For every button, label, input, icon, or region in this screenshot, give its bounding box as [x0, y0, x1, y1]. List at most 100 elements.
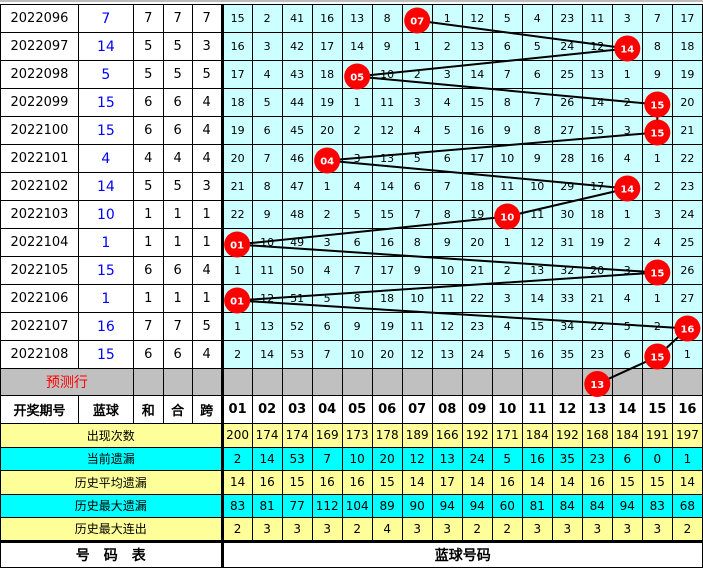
omission-cell: 10	[251, 228, 283, 257]
omission-cell: 8	[491, 88, 523, 117]
header-row: 开奖期号 蓝球和合跨 01 02 03 04 05 06 07 08 09 10 11 12 13 14 15 1…	[0, 395, 703, 424]
stat-value: 16	[521, 446, 553, 471]
omission-cell: 8	[251, 172, 283, 201]
blue-ball-cell: 1	[77, 228, 134, 257]
blue-ball-cell: 15	[77, 256, 134, 285]
omission-cell: 10	[491, 144, 523, 173]
omission-cell: 21	[461, 256, 493, 285]
omission-cell: 12	[521, 228, 553, 257]
omission-cell: 21	[581, 284, 613, 313]
omission-cell: 29	[551, 172, 583, 201]
period-cell: 2022098	[0, 60, 79, 89]
hit-cell	[641, 88, 673, 117]
omission-cell: 17	[371, 256, 403, 285]
table-row: 2022101 4 4 4 4 20 7 46 3 13 5 6 17 10 9 28 16 4 1 22	[0, 144, 703, 173]
predict-cell	[431, 368, 463, 396]
stat-value: 7	[311, 446, 343, 471]
stat-value: 3	[611, 517, 643, 542]
stat-value: 94	[461, 493, 493, 518]
omission-cell: 23	[551, 4, 583, 33]
stat-row: 当前遗漏 2 14 53 7 10 20 12 13 24 5 16 35 23 6 0 1	[0, 446, 703, 471]
blue-ball-cell: 5	[77, 60, 134, 89]
omission-cell: 23	[461, 312, 493, 341]
omission-cell: 12	[581, 32, 613, 61]
omission-cell: 3	[431, 60, 463, 89]
omission-cell: 7	[491, 60, 523, 89]
stat-value: 2	[341, 517, 373, 542]
omission-cell: 2	[401, 60, 433, 89]
predict-cell	[461, 368, 493, 396]
stat-value: 184	[611, 423, 643, 448]
omission-cell: 14	[461, 60, 493, 89]
omission-cell: 21	[671, 116, 703, 145]
omission-cell: 43	[281, 60, 313, 89]
period-cell: 2022103	[0, 200, 79, 229]
omission-cell: 16	[461, 116, 493, 145]
omission-cell: 12	[461, 4, 493, 33]
omission-cell: 24	[671, 200, 703, 229]
stat-value: 16	[311, 470, 343, 495]
omission-cell: 22	[220, 200, 253, 229]
omission-cell: 4	[521, 4, 553, 33]
stat-value: 94	[611, 493, 643, 518]
span-cell: 4	[191, 88, 223, 117]
omission-cell: 3	[491, 284, 523, 313]
stat-value: 15	[281, 470, 313, 495]
stat-value: 3	[581, 517, 613, 542]
period-cell: 2022100	[0, 116, 79, 145]
omission-cell: 31	[551, 228, 583, 257]
stat-value: 14	[671, 470, 703, 495]
period-cell: 2022106	[0, 284, 79, 313]
blue-ball-cell: 1	[77, 284, 134, 313]
sum-cell: 5	[132, 60, 164, 89]
stat-value: 89	[371, 493, 403, 518]
omission-cell: 13	[371, 144, 403, 173]
header-number: 12	[551, 395, 583, 424]
omission-cell: 3	[401, 88, 433, 117]
hit-cell	[220, 284, 253, 313]
span-cell: 1	[191, 284, 223, 313]
omission-cell: 5	[491, 4, 523, 33]
table-row: 2022096 7 7 7 7 15 2 41 16 13 8 1 12 5 4 23 11 3 7 17	[0, 4, 703, 33]
stat-value: 168	[581, 423, 613, 448]
header-number: 08	[431, 395, 463, 424]
omission-cell: 49	[281, 228, 313, 257]
omission-cell: 15	[220, 4, 253, 33]
stat-value: 6	[611, 446, 643, 471]
sum-cell: 1	[132, 200, 164, 229]
omission-cell: 14	[251, 340, 283, 369]
blue-ball-cell: 4	[77, 144, 134, 173]
omission-cell: 46	[281, 144, 313, 173]
table-row: 2022103 10 1 1 1 22 9 48 2 5 15 7 8 19 11 30 18 1 3 24	[0, 200, 703, 229]
omission-cell: 8	[431, 200, 463, 229]
span-cell: 4	[191, 340, 223, 369]
stat-value: 90	[401, 493, 433, 518]
table-row: 2022100 15 6 6 4 19 6 45 20 2 12 4 5 16 9 8 27 15 3 21	[0, 116, 703, 145]
stat-value: 191	[641, 423, 673, 448]
omission-cell: 15	[371, 200, 403, 229]
omission-cell: 12	[431, 312, 463, 341]
omission-cell: 22	[581, 312, 613, 341]
predict-cell	[371, 368, 403, 396]
omission-cell: 2	[251, 4, 283, 33]
omission-cell: 4	[251, 60, 283, 89]
sum-cell: 1	[132, 284, 164, 313]
header-number: 03	[281, 395, 313, 424]
omission-cell: 4	[491, 312, 523, 341]
omission-cell: 4	[641, 228, 673, 257]
hit-cell	[641, 116, 673, 145]
omission-cell: 2	[431, 32, 463, 61]
mod-cell: 5	[162, 32, 193, 61]
omission-cell: 19	[581, 228, 613, 257]
omission-cell: 26	[671, 256, 703, 285]
omission-cell: 20	[311, 116, 343, 145]
stat-value: 4	[371, 517, 403, 542]
stat-value: 2	[461, 517, 493, 542]
omission-cell: 6	[491, 32, 523, 61]
stat-value: 12	[401, 446, 433, 471]
header-number: 13	[581, 395, 613, 424]
omission-cell: 23	[671, 172, 703, 201]
omission-cell: 52	[281, 312, 313, 341]
omission-cell: 8	[401, 228, 433, 257]
trend-table: 2022096 7 7 7 7 15 2 41 16 13 8 1 12 5 4 23 11 3 7 17 202209…	[0, 4, 703, 568]
